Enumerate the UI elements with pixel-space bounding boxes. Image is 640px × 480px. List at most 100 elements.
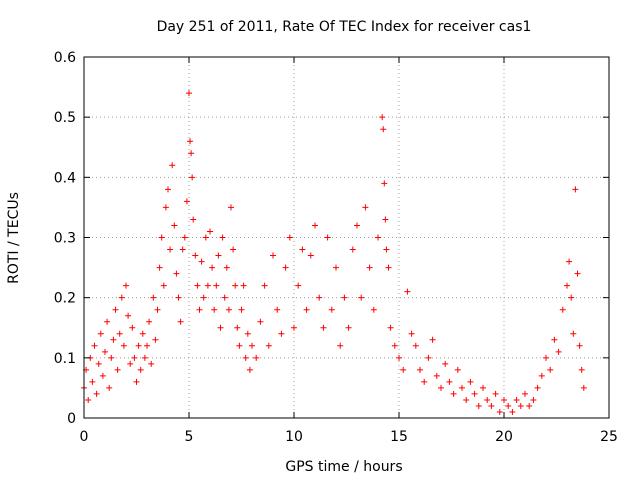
data-point	[246, 366, 253, 373]
data-point	[551, 336, 558, 343]
data-point	[93, 390, 100, 397]
data-point	[385, 264, 392, 271]
x-tick-label: 15	[390, 429, 408, 445]
data-point	[354, 222, 360, 229]
x-tick-label: 20	[495, 429, 513, 445]
data-point	[120, 342, 127, 349]
data-point	[194, 282, 201, 289]
data-point	[400, 366, 407, 373]
data-point	[99, 372, 106, 379]
data-point	[381, 180, 388, 187]
data-point	[221, 294, 228, 301]
grid	[84, 57, 609, 418]
data-point	[580, 384, 587, 391]
data-point	[169, 162, 176, 169]
data-point	[209, 264, 216, 271]
data-point	[165, 186, 171, 193]
data-point	[253, 354, 260, 361]
y-tick-label: 0.2	[54, 291, 76, 307]
x-tick-label: 10	[285, 429, 303, 445]
data-point	[316, 294, 323, 301]
data-point	[345, 324, 352, 331]
data-point	[547, 366, 554, 373]
data-point	[383, 246, 390, 253]
y-tick-label: 0.4	[54, 170, 76, 186]
data-point	[97, 330, 104, 337]
data-point	[232, 282, 239, 289]
data-point	[286, 234, 293, 241]
data-point	[137, 366, 144, 373]
data-point	[417, 366, 423, 373]
data-point	[425, 354, 432, 361]
data-point	[349, 246, 356, 253]
x-tick-label: 0	[80, 429, 89, 445]
data-point	[114, 366, 121, 373]
data-point	[312, 222, 318, 229]
data-point	[211, 306, 218, 313]
data-point	[177, 318, 184, 325]
data-point	[295, 282, 302, 289]
data-point	[110, 336, 117, 343]
data-point	[202, 234, 209, 241]
y-axis-ticks: 0 0.1 0.2 0.3 0.4 0.5 0.6	[54, 50, 609, 427]
data-point	[204, 282, 211, 289]
data-point	[574, 270, 581, 277]
y-tick-label: 0.3	[54, 231, 76, 247]
data-point	[380, 126, 387, 133]
data-point	[509, 408, 516, 415]
data-point	[152, 336, 159, 343]
data-point	[215, 252, 222, 259]
data-point	[543, 354, 549, 361]
x-tick-label: 25	[600, 429, 618, 445]
data-point	[404, 288, 411, 295]
data-point	[179, 246, 186, 253]
data-point	[433, 372, 440, 379]
data-point	[576, 342, 583, 349]
data-point	[150, 294, 157, 301]
data-point	[160, 282, 167, 289]
data-point	[274, 306, 281, 313]
data-point	[282, 264, 289, 271]
data-point	[375, 234, 381, 241]
data-point	[568, 294, 575, 301]
data-point	[249, 342, 255, 349]
data-point	[123, 282, 129, 289]
data-point	[196, 306, 203, 313]
data-point	[257, 318, 264, 325]
data-point	[102, 348, 108, 355]
data-point	[225, 306, 232, 313]
y-axis-title: ROTI / TECUs	[6, 192, 22, 284]
data-point	[566, 258, 573, 265]
data-point	[238, 306, 245, 313]
y-tick-label: 0	[67, 411, 76, 427]
data-point	[463, 396, 470, 403]
data-point	[156, 264, 163, 271]
data-point	[148, 360, 155, 367]
data-point	[337, 342, 344, 349]
data-point	[320, 324, 327, 331]
data-point	[496, 408, 503, 415]
data-point	[358, 294, 365, 301]
data-point	[217, 324, 224, 331]
data-point	[534, 384, 541, 391]
data-point	[154, 306, 161, 313]
x-tick-label: 5	[185, 429, 194, 445]
data-point	[513, 396, 520, 403]
data-point	[230, 246, 237, 253]
data-point	[234, 324, 241, 331]
data-point	[135, 342, 142, 349]
data-point	[299, 246, 306, 253]
data-point	[555, 348, 562, 355]
data-point	[200, 294, 207, 301]
data-point	[181, 234, 188, 241]
data-point	[240, 282, 247, 289]
data-point	[186, 90, 192, 97]
data-point	[488, 402, 495, 409]
data-point	[108, 354, 115, 361]
data-point	[341, 294, 348, 301]
data-point	[244, 330, 251, 337]
data-point	[183, 198, 190, 205]
data-point	[530, 396, 537, 403]
data-point	[454, 366, 461, 373]
data-point	[89, 378, 96, 385]
